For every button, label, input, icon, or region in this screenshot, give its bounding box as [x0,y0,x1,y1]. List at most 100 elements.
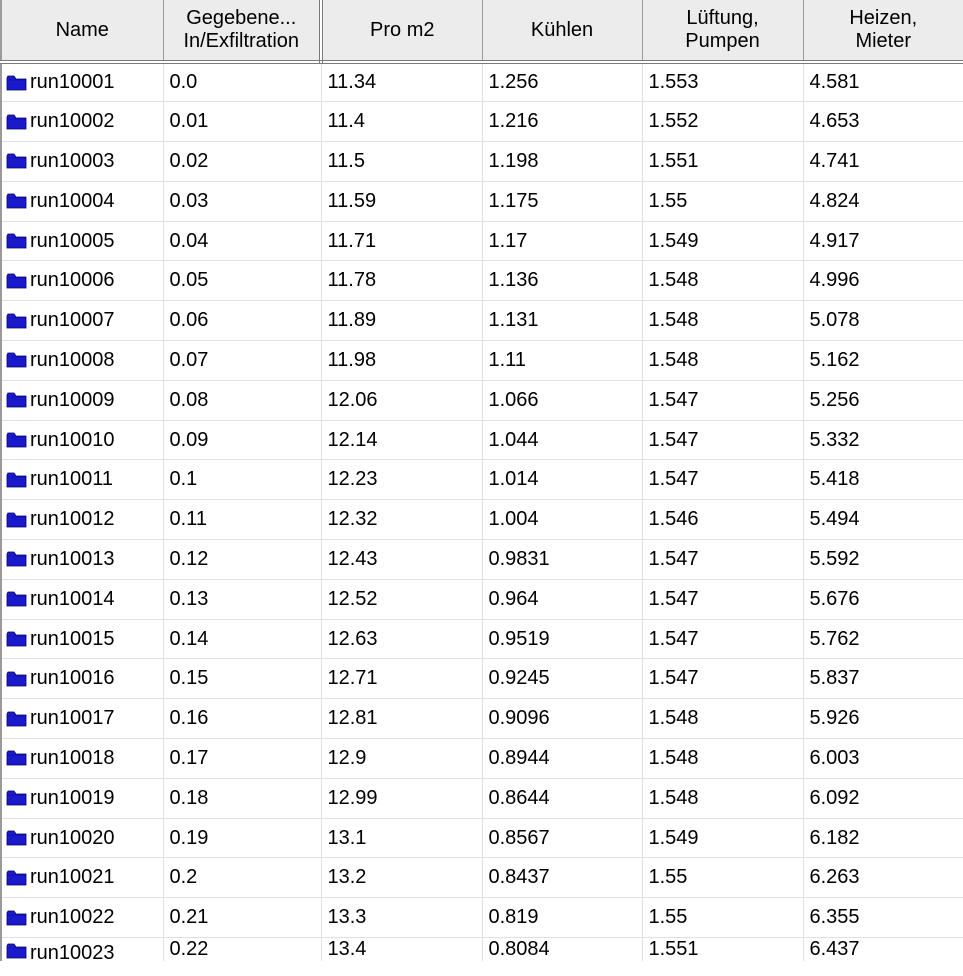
cell-luft[interactable]: 1.547 [642,380,803,420]
cell-gegeb[interactable]: 0.04 [163,221,321,261]
cell-pro[interactable]: 11.4 [321,102,482,142]
cell-pro[interactable]: 11.78 [321,261,482,301]
col-header-kuhl[interactable]: Kühlen [482,0,642,62]
col-header-heiz[interactable]: Heizen,Mieter [803,0,963,62]
cell-pro[interactable]: 12.14 [321,420,482,460]
cell-gegeb[interactable]: 0.1 [163,460,321,500]
cell-luft[interactable]: 1.548 [642,778,803,818]
cell-heiz[interactable]: 5.676 [803,579,963,619]
cell-luft[interactable]: 1.547 [642,579,803,619]
cell-heiz[interactable]: 5.926 [803,699,963,739]
table-row[interactable]: run100010.011.341.2561.5534.581 [1,62,963,102]
cell-luft[interactable]: 1.549 [642,221,803,261]
cell-heiz[interactable]: 5.418 [803,460,963,500]
cell-luft[interactable]: 1.548 [642,301,803,341]
cell-gegeb[interactable]: 0.06 [163,301,321,341]
cell-luft[interactable]: 1.548 [642,341,803,381]
cell-kuhl[interactable]: 1.131 [482,301,642,341]
cell-luft[interactable]: 1.547 [642,540,803,580]
cell-pro[interactable]: 13.1 [321,818,482,858]
cell-gegeb[interactable]: 0.19 [163,818,321,858]
table-row[interactable]: run100050.0411.711.171.5494.917 [1,221,963,261]
cell-kuhl[interactable]: 1.11 [482,341,642,381]
cell-name[interactable]: run10020 [1,818,163,858]
cell-pro[interactable]: 12.06 [321,380,482,420]
cell-name[interactable]: run10018 [1,739,163,779]
cell-pro[interactable]: 13.3 [321,898,482,938]
table-row[interactable]: run100150.1412.630.95191.5475.762 [1,619,963,659]
table-row[interactable]: run100200.1913.10.85671.5496.182 [1,818,963,858]
cell-gegeb[interactable]: 0.01 [163,102,321,142]
cell-pro[interactable]: 12.63 [321,619,482,659]
cell-kuhl[interactable]: 1.136 [482,261,642,301]
cell-gegeb[interactable]: 0.14 [163,619,321,659]
cell-name[interactable]: run10021 [1,858,163,898]
cell-gegeb[interactable]: 0.12 [163,540,321,580]
cell-kuhl[interactable]: 1.014 [482,460,642,500]
cell-luft[interactable]: 1.553 [642,62,803,102]
cell-pro[interactable]: 12.9 [321,739,482,779]
cell-gegeb[interactable]: 0.0 [163,62,321,102]
cell-kuhl[interactable]: 0.9519 [482,619,642,659]
cell-luft[interactable]: 1.55 [642,181,803,221]
cell-name[interactable]: run10010 [1,420,163,460]
cell-name[interactable]: run10001 [1,62,163,102]
cell-heiz[interactable]: 4.917 [803,221,963,261]
cell-luft[interactable]: 1.548 [642,739,803,779]
cell-heiz[interactable]: 4.996 [803,261,963,301]
cell-heiz[interactable]: 6.182 [803,818,963,858]
cell-heiz[interactable]: 5.078 [803,301,963,341]
table-row[interactable]: run100060.0511.781.1361.5484.996 [1,261,963,301]
cell-pro[interactable]: 11.89 [321,301,482,341]
cell-pro[interactable]: 13.4 [321,938,482,962]
cell-name[interactable]: run10011 [1,460,163,500]
cell-kuhl[interactable]: 0.8437 [482,858,642,898]
cell-luft[interactable]: 1.547 [642,659,803,699]
cell-heiz[interactable]: 6.263 [803,858,963,898]
table-row[interactable]: run100220.2113.30.8191.556.355 [1,898,963,938]
cell-kuhl[interactable]: 1.17 [482,221,642,261]
cell-name[interactable]: run10015 [1,619,163,659]
cell-gegeb[interactable]: 0.03 [163,181,321,221]
cell-heiz[interactable]: 5.162 [803,341,963,381]
cell-pro[interactable]: 11.59 [321,181,482,221]
cell-luft[interactable]: 1.551 [642,938,803,962]
cell-name[interactable]: run10008 [1,341,163,381]
cell-name[interactable]: run10022 [1,898,163,938]
col-header-luft[interactable]: Lüftung,Pumpen [642,0,803,62]
cell-gegeb[interactable]: 0.11 [163,500,321,540]
table-row[interactable]: run100140.1312.520.9641.5475.676 [1,579,963,619]
cell-name[interactable]: run10023 [1,938,163,962]
cell-heiz[interactable]: 4.653 [803,102,963,142]
cell-heiz[interactable]: 4.581 [803,62,963,102]
cell-name[interactable]: run10013 [1,540,163,580]
cell-luft[interactable]: 1.547 [642,420,803,460]
cell-pro[interactable]: 12.32 [321,500,482,540]
cell-gegeb[interactable]: 0.22 [163,938,321,962]
cell-gegeb[interactable]: 0.17 [163,739,321,779]
table-row[interactable]: run100160.1512.710.92451.5475.837 [1,659,963,699]
cell-pro[interactable]: 12.52 [321,579,482,619]
cell-kuhl[interactable]: 1.198 [482,142,642,182]
cell-kuhl[interactable]: 1.175 [482,181,642,221]
cell-gegeb[interactable]: 0.02 [163,142,321,182]
cell-gegeb[interactable]: 0.09 [163,420,321,460]
cell-heiz[interactable]: 6.437 [803,938,963,962]
cell-kuhl[interactable]: 1.216 [482,102,642,142]
cell-kuhl[interactable]: 0.8084 [482,938,642,962]
cell-name[interactable]: run10006 [1,261,163,301]
cell-luft[interactable]: 1.548 [642,261,803,301]
cell-kuhl[interactable]: 0.8944 [482,739,642,779]
cell-kuhl[interactable]: 0.9245 [482,659,642,699]
cell-pro[interactable]: 12.23 [321,460,482,500]
cell-kuhl[interactable]: 0.964 [482,579,642,619]
cell-name[interactable]: run10007 [1,301,163,341]
cell-kuhl[interactable]: 0.8567 [482,818,642,858]
cell-name[interactable]: run10009 [1,380,163,420]
cell-name[interactable]: run10012 [1,500,163,540]
cell-name[interactable]: run10019 [1,778,163,818]
table-row[interactable]: run100170.1612.810.90961.5485.926 [1,699,963,739]
table-row[interactable]: run100020.0111.41.2161.5524.653 [1,102,963,142]
cell-name[interactable]: run10002 [1,102,163,142]
cell-gegeb[interactable]: 0.2 [163,858,321,898]
